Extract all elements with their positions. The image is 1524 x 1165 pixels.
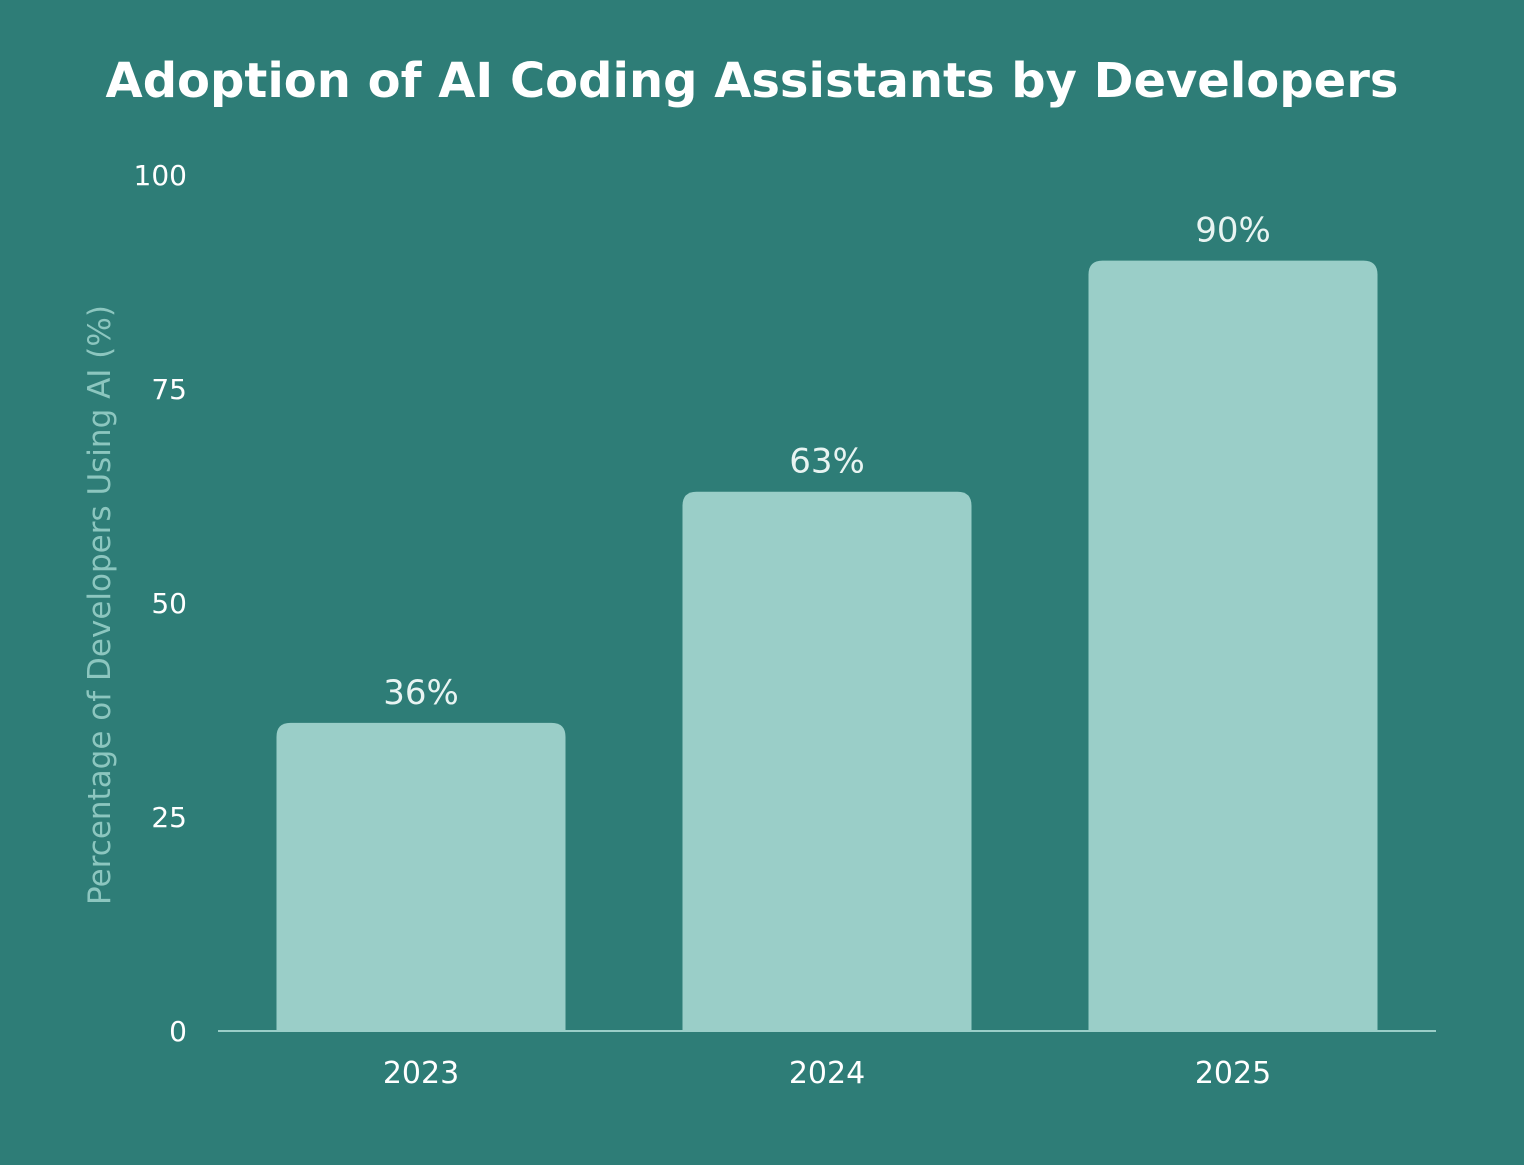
- x-tick-label: 2023: [383, 1056, 459, 1091]
- bar-2024: [682, 491, 972, 1032]
- bar-2025: [1088, 260, 1378, 1032]
- y-tick-label: 50: [151, 587, 187, 620]
- x-axis-ticks: 2023 2024 2025: [383, 1056, 1271, 1091]
- x-tick-label: 2024: [789, 1056, 865, 1091]
- chart-title: Adoption of AI Coding Assistants by Deve…: [106, 53, 1399, 109]
- bar-value-label: 90%: [1195, 211, 1271, 251]
- y-tick-label: 0: [169, 1015, 187, 1048]
- y-tick-label: 100: [134, 159, 187, 192]
- y-axis-ticks: 0 25 50 75 100: [134, 159, 187, 1048]
- bar-2023: [276, 722, 566, 1031]
- bar-value-label: 36%: [383, 673, 459, 713]
- value-labels-group: 36% 63% 90%: [383, 211, 1271, 713]
- y-axis-label: Percentage of Developers Using AI (%): [82, 305, 118, 905]
- y-tick-label: 25: [151, 801, 187, 834]
- bar-value-label: 63%: [789, 442, 865, 482]
- x-tick-label: 2025: [1195, 1056, 1271, 1091]
- y-tick-label: 75: [151, 373, 187, 406]
- bars-group: [276, 260, 1378, 1032]
